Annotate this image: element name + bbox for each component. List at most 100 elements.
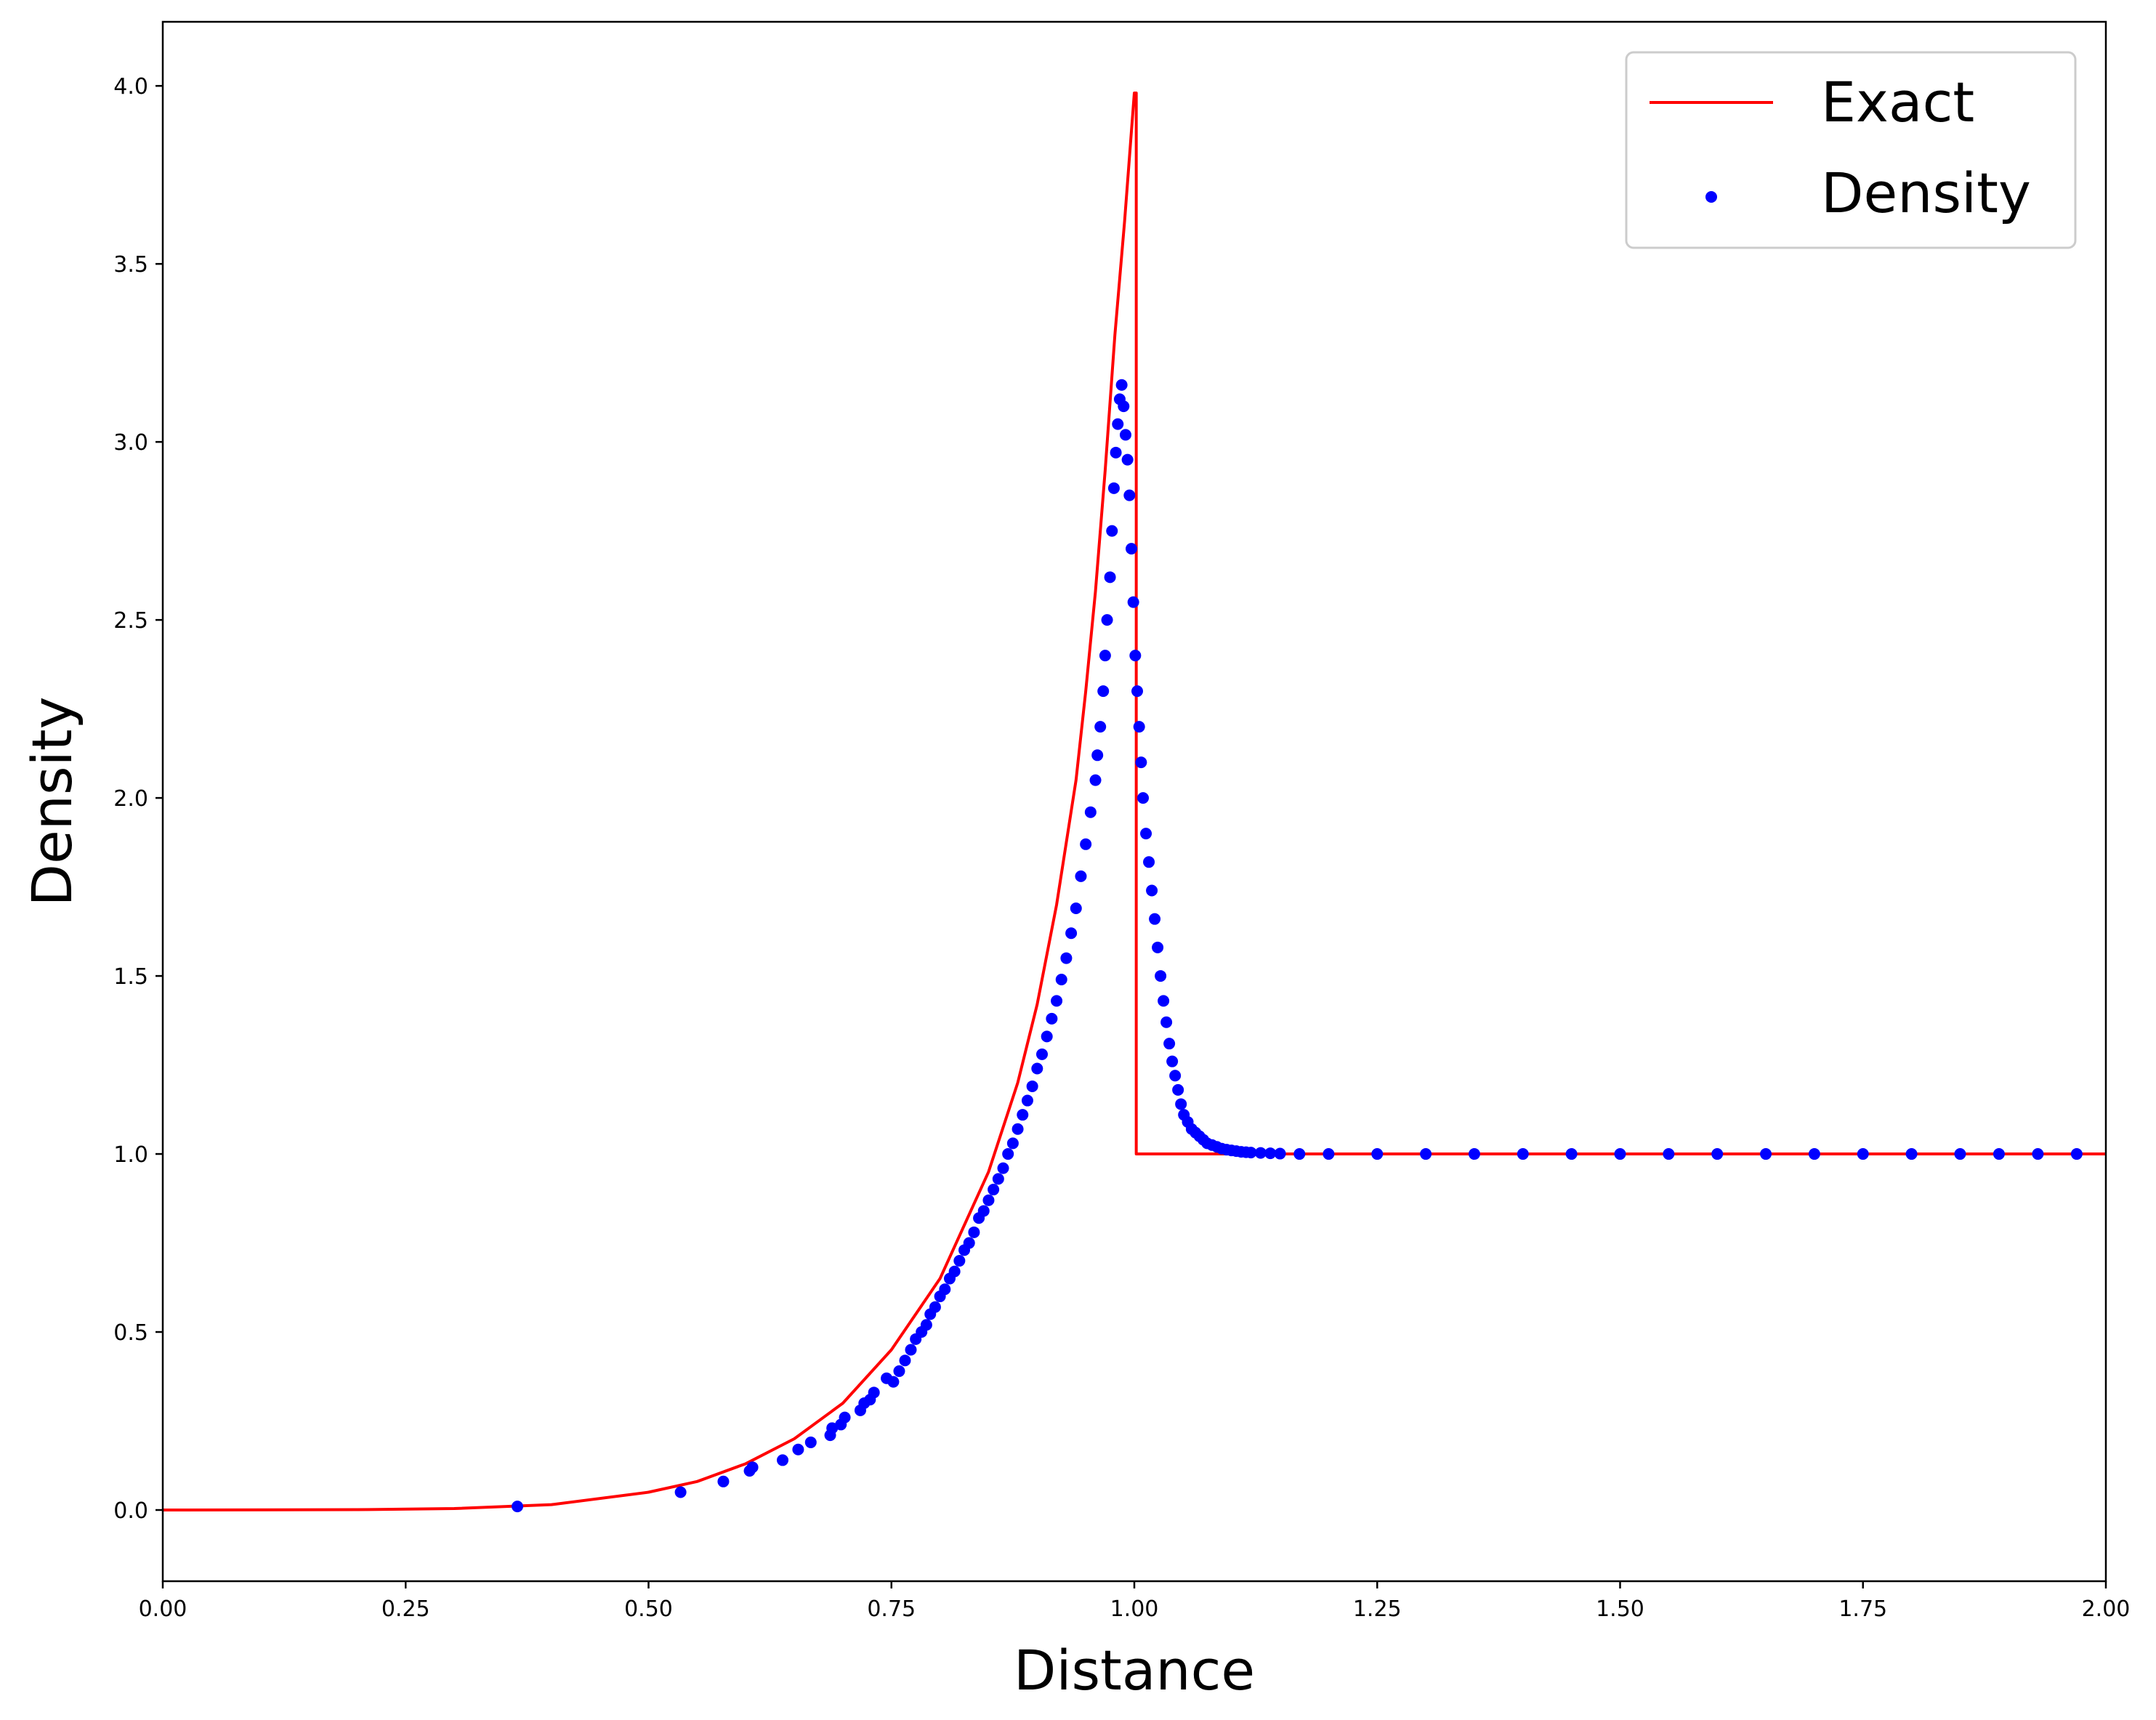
density-point bbox=[1323, 1148, 1335, 1160]
density-point bbox=[1129, 650, 1142, 662]
density-point bbox=[1158, 995, 1170, 1007]
density-point bbox=[1041, 1030, 1053, 1043]
density-point bbox=[1468, 1148, 1480, 1160]
x-tick-label: 0.75 bbox=[867, 1596, 916, 1622]
density-point bbox=[804, 1436, 817, 1448]
density-point bbox=[988, 1184, 1000, 1196]
legend-exact-label: Exact bbox=[1821, 70, 1974, 134]
x-tick-label: 1.00 bbox=[1110, 1596, 1159, 1622]
density-point bbox=[1075, 870, 1087, 882]
density-point bbox=[1245, 1147, 1257, 1159]
density-point bbox=[1993, 1148, 2005, 1160]
density-point bbox=[1614, 1148, 1626, 1160]
density-point bbox=[1152, 941, 1164, 953]
series-layer bbox=[162, 91, 2106, 1513]
density-point bbox=[1026, 1080, 1038, 1092]
density-point bbox=[1106, 525, 1118, 537]
y-tick-label: 2.0 bbox=[113, 786, 148, 812]
density-point bbox=[1118, 400, 1130, 413]
y-axis-ticks: 0.0 0.5 1.0 1.5 2.0 2.5 3.0 3.5 4.0 bbox=[113, 74, 163, 1524]
density-point bbox=[1127, 596, 1139, 608]
density-point bbox=[1021, 1094, 1033, 1107]
density-point bbox=[1371, 1148, 1384, 1160]
density-point bbox=[899, 1354, 911, 1367]
density-point bbox=[1060, 952, 1073, 964]
density-point bbox=[953, 1255, 966, 1267]
y-tick-label: 2.5 bbox=[113, 608, 148, 634]
density-point bbox=[1089, 774, 1102, 786]
density-point bbox=[1121, 453, 1134, 466]
density-point bbox=[1293, 1148, 1306, 1160]
density-point bbox=[826, 1422, 839, 1434]
density-point bbox=[1160, 1016, 1173, 1028]
y-tick-label: 0.5 bbox=[113, 1320, 148, 1346]
x-axis-title: Distance bbox=[1014, 1638, 1255, 1703]
density-point bbox=[905, 1344, 917, 1356]
y-tick-label: 0.0 bbox=[113, 1498, 148, 1524]
density-point bbox=[1065, 927, 1078, 940]
density-point bbox=[1012, 1123, 1024, 1135]
density-point bbox=[1084, 806, 1097, 818]
plot-area bbox=[161, 20, 2107, 1583]
y-tick-label: 1.5 bbox=[113, 964, 148, 990]
density-point bbox=[746, 1461, 759, 1474]
density-point bbox=[777, 1454, 789, 1466]
density-point bbox=[1099, 650, 1111, 662]
x-tick-label: 1.50 bbox=[1596, 1596, 1644, 1622]
density-point bbox=[1097, 685, 1110, 698]
density-point bbox=[1131, 685, 1144, 698]
y-tick-label: 3.5 bbox=[113, 252, 148, 278]
density-point bbox=[1002, 1148, 1014, 1160]
y-tick-label: 3.0 bbox=[113, 430, 148, 456]
density-point bbox=[1112, 418, 1124, 430]
density-point bbox=[1274, 1147, 1286, 1160]
density-point bbox=[792, 1443, 804, 1455]
density-point bbox=[1094, 721, 1107, 733]
density-point bbox=[1119, 429, 1131, 441]
density-point bbox=[968, 1226, 980, 1238]
density-point bbox=[893, 1365, 905, 1377]
density-point bbox=[1175, 1098, 1187, 1110]
x-tick-label: 2.00 bbox=[2082, 1596, 2131, 1622]
density-point bbox=[1123, 489, 1136, 501]
x-tick-label: 1.75 bbox=[1838, 1596, 1887, 1622]
density-point bbox=[1565, 1148, 1578, 1160]
density-point bbox=[1104, 571, 1116, 584]
density-point bbox=[839, 1411, 851, 1424]
density-point bbox=[977, 1205, 990, 1217]
y-tick-label: 1.0 bbox=[113, 1142, 148, 1168]
density-point bbox=[1146, 884, 1158, 897]
x-tick-label: 0.50 bbox=[624, 1596, 673, 1622]
density-point bbox=[1155, 970, 1167, 982]
density-point bbox=[2070, 1148, 2083, 1160]
density-point bbox=[920, 1319, 932, 1331]
density-point bbox=[1663, 1148, 1675, 1160]
density-point bbox=[1006, 1137, 1019, 1150]
x-axis-ticks: 0.00 0.25 0.50 0.75 1.00 1.25 1.50 1.75 2.00 bbox=[139, 1581, 2131, 1622]
density-point bbox=[1137, 792, 1150, 804]
density-point bbox=[1017, 1109, 1029, 1121]
legend: Exact Density bbox=[1625, 51, 2077, 249]
density-point bbox=[1808, 1148, 1820, 1160]
density-point bbox=[1711, 1148, 1724, 1160]
density-point bbox=[717, 1475, 730, 1487]
density-point bbox=[1954, 1148, 1966, 1160]
density-point bbox=[868, 1386, 880, 1399]
density-point bbox=[1080, 838, 1092, 850]
density-point bbox=[1149, 913, 1161, 925]
x-tick-label: 0.00 bbox=[139, 1596, 187, 1622]
density-point bbox=[1857, 1148, 1869, 1160]
density-point bbox=[1110, 446, 1122, 459]
legend-density-label: Density bbox=[1821, 161, 2031, 225]
density-point bbox=[1166, 1055, 1179, 1067]
density-point bbox=[1055, 973, 1067, 985]
density-point bbox=[1420, 1148, 1432, 1160]
density-point bbox=[929, 1301, 941, 1313]
density-point bbox=[1172, 1083, 1184, 1096]
y-tick-label: 4.0 bbox=[113, 74, 148, 100]
density-point bbox=[1091, 749, 1104, 762]
density-point bbox=[1051, 995, 1063, 1007]
density-point bbox=[1140, 828, 1152, 840]
density-point bbox=[1115, 379, 1128, 391]
